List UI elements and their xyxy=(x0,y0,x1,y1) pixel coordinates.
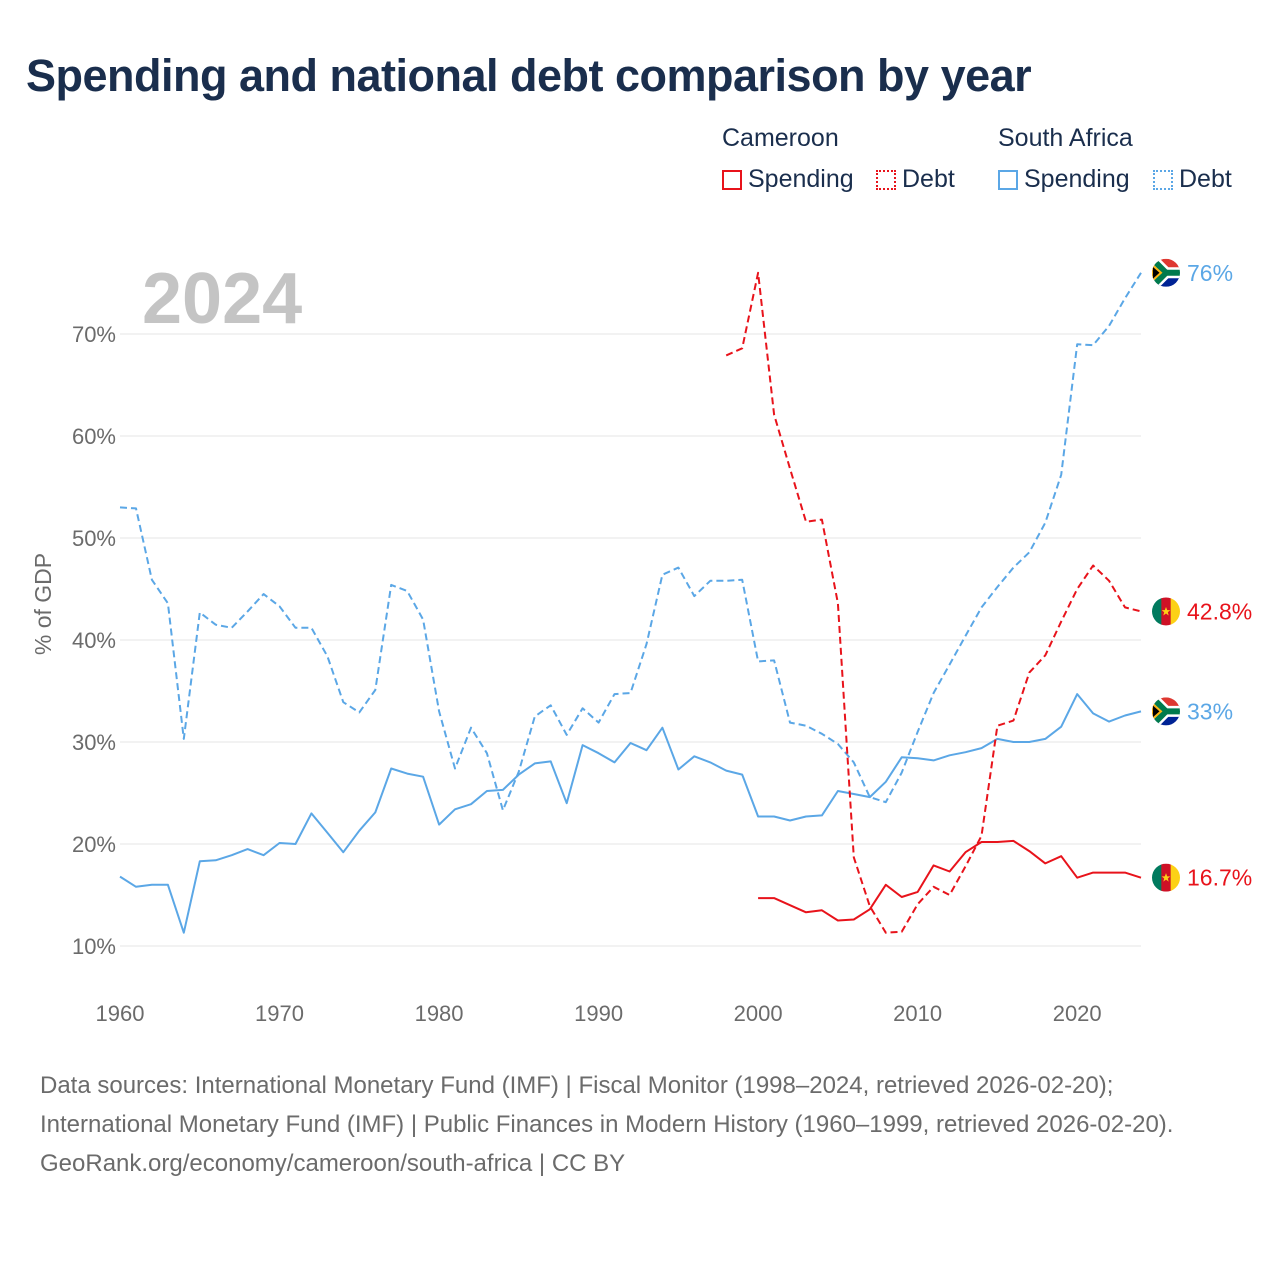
x-tick-label: 2020 xyxy=(1053,1001,1102,1026)
series-line-cameroon-spending[interactable] xyxy=(758,839,1142,922)
legend-country-south-africa: South Africa xyxy=(998,124,1133,152)
solid-line-swatch-icon xyxy=(998,169,1018,190)
series-line-south-africa-spending[interactable] xyxy=(119,693,1142,934)
y-axis-label: % of GDP xyxy=(30,553,56,655)
data-sources: Data sources: International Monetary Fun… xyxy=(40,1072,1174,1138)
south-africa-flag-icon xyxy=(1152,697,1180,726)
y-tick-label: 60% xyxy=(72,424,116,449)
x-tick-label: 1990 xyxy=(574,1001,623,1026)
legend-cameroon-debt[interactable]: Debt xyxy=(876,165,955,194)
legend-label: Spending xyxy=(1024,165,1130,193)
y-tick-label: 40% xyxy=(72,628,116,653)
end-value-label: 76% xyxy=(1187,260,1233,286)
page-title: Spending and national debt comparison by… xyxy=(26,50,1032,101)
y-tick-label: 30% xyxy=(72,730,116,755)
dashed-line-swatch-icon xyxy=(1153,169,1173,190)
year-watermark: 2024 xyxy=(142,259,302,339)
solid-line-swatch-icon xyxy=(722,169,742,190)
x-tick-label: 2000 xyxy=(734,1001,783,1026)
credit-link[interactable]: GeoRank.org/economy/cameroon/south-afric… xyxy=(40,1150,626,1177)
y-tick-label: 10% xyxy=(72,934,116,959)
y-tick-label: 50% xyxy=(72,526,116,551)
cameroon-flag-icon xyxy=(1152,863,1180,892)
footer: Data sources: International Monetary Fun… xyxy=(40,1066,1240,1183)
dashed-line-swatch-icon xyxy=(876,169,896,190)
south-africa-flag-icon xyxy=(1152,258,1180,287)
line-chart: 2024 % of GDP 10% 20% 30% 40% 50% 60% 70% 1960… xyxy=(30,258,1252,1026)
y-tick-label: 70% xyxy=(72,322,116,347)
legend-label: Debt xyxy=(1179,165,1232,193)
legend-country-cameroon: Cameroon xyxy=(722,124,839,152)
x-tick-label: 2010 xyxy=(893,1001,942,1026)
end-value-label: 33% xyxy=(1187,698,1233,724)
legend-cameroon-spending[interactable]: Spending xyxy=(722,165,854,194)
y-tick-label: 20% xyxy=(72,832,116,857)
cameroon-flag-icon xyxy=(1152,597,1180,626)
end-value-label: 42.8% xyxy=(1187,598,1252,624)
legend-south-africa-debt[interactable]: Debt xyxy=(1153,165,1232,194)
x-tick-label: 1970 xyxy=(255,1001,304,1026)
series-line-cameroon-debt[interactable] xyxy=(725,271,1142,934)
series-line-south-africa-debt[interactable] xyxy=(119,272,1142,812)
legend-label: Debt xyxy=(902,165,955,193)
legend-south-africa-spending[interactable]: Spending xyxy=(998,165,1130,194)
x-tick-label: 1960 xyxy=(96,1001,145,1026)
legend-label: Spending xyxy=(748,165,854,193)
x-tick-label: 1980 xyxy=(415,1001,464,1026)
end-value-label: 16.7% xyxy=(1187,865,1252,891)
